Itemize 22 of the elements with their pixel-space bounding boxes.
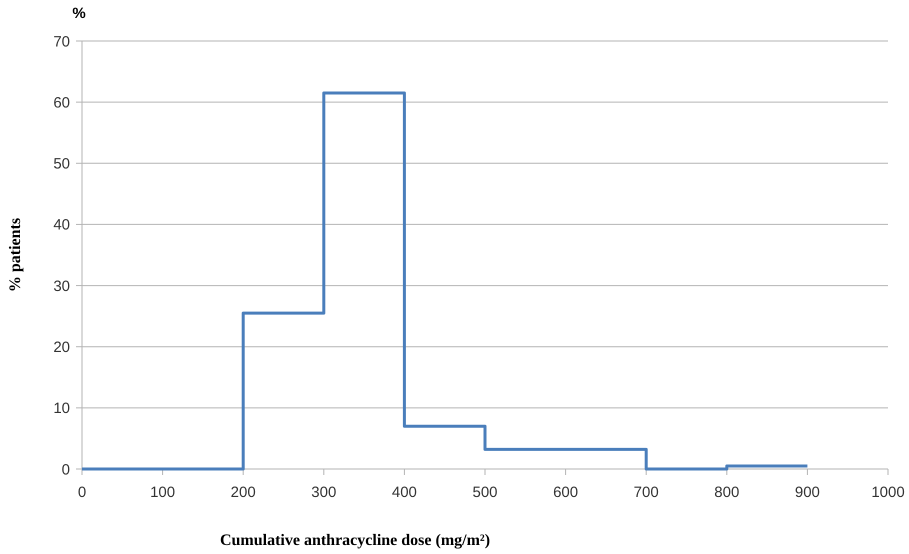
x-tick-label: 800 [714,484,740,501]
x-tick-label: 200 [230,484,256,501]
y-tick-label: 20 [53,338,70,356]
x-tick-label: 1000 [871,484,905,501]
x-tick-label: 0 [78,484,86,501]
y-tick-label: 60 [53,94,70,112]
x-tick-label: 400 [392,484,417,501]
y-axis-title: % patients [7,218,24,292]
y-tick-label: 40 [53,216,70,234]
x-tick-label: 700 [634,484,659,501]
x-tick-label: 100 [150,484,176,501]
y-tick-label: 30 [53,278,70,295]
y-tick-label: 50 [53,156,70,173]
x-tick-label: 300 [311,484,336,501]
x-axis-title: Cumulative anthracycline dose (mg/m²) [220,532,490,549]
y-tick-label: 0 [62,461,70,478]
text: % [72,5,86,22]
x-tick-label: 900 [794,484,820,501]
y-tick-label: 70 [53,33,70,50]
x-tick-label: 500 [472,484,498,501]
x-tick-label: 600 [553,484,578,501]
y-tick-label: 10 [53,400,70,418]
